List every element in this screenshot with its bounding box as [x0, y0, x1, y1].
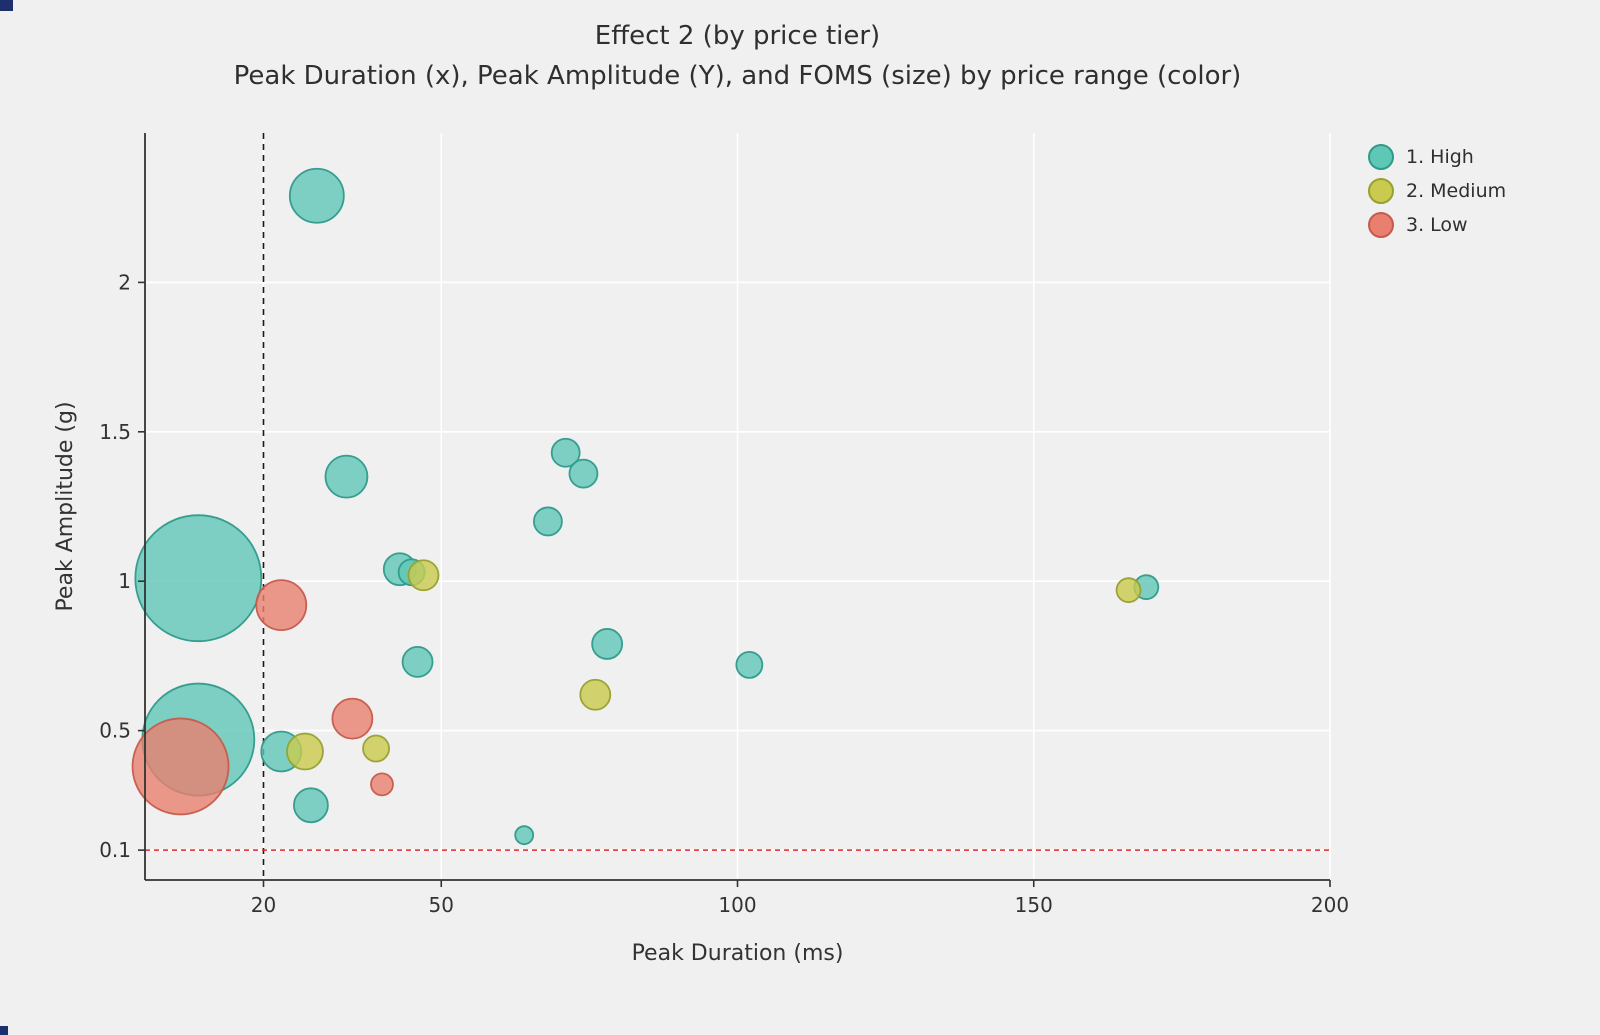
chart-subtitle: Peak Duration (x), Peak Amplitude (Y), a… [233, 61, 1242, 91]
bubble-series0-point8 [533, 506, 563, 537]
y-tick-label-2: 2 [118, 270, 131, 294]
bubble-series1-point4 [362, 734, 390, 763]
bubble-series0-point15 [514, 825, 535, 846]
legend-item-high: 1. High [1368, 144, 1506, 170]
x-tick-label-200: 200 [1311, 893, 1349, 917]
legend-swatch-medium-icon [1368, 178, 1394, 204]
x-tick-label-20: 20 [251, 893, 276, 917]
bubble-series2-point1 [331, 697, 374, 740]
x-tick-label-150: 150 [1015, 893, 1053, 917]
bubble-series1-point0 [407, 559, 440, 592]
legend-label-low: 3. Low [1406, 214, 1468, 236]
x-axis-title: Peak Duration (ms) [632, 941, 844, 966]
y-tick-label-0.1: 0.1 [99, 838, 131, 862]
y-tick-label-1: 1 [118, 569, 131, 593]
bubble-series2-point2 [131, 717, 230, 816]
title-block: Effect 2 (by price tier) Peak Duration (… [145, 16, 1330, 96]
legend-label-medium: 2. Medium [1406, 180, 1507, 202]
y-axis-title: Peak Amplitude (g) [53, 401, 78, 611]
bubble-series0-point0 [134, 514, 263, 643]
bubble-series0-point11 [735, 650, 764, 679]
legend-item-medium: 2. Medium [1368, 178, 1506, 204]
bubble-series1-point3 [286, 732, 324, 771]
screen-corner-artifact-bottom [0, 1026, 8, 1035]
bubble-series2-point0 [255, 579, 308, 632]
bubble-series0-point9 [591, 628, 624, 660]
x-tick-label-50: 50 [429, 893, 454, 917]
bubble-series0-point6 [550, 437, 581, 468]
x-tick-label-100: 100 [718, 893, 756, 917]
bubble-series0-point7 [568, 458, 599, 489]
y-tick-label-1.5: 1.5 [99, 420, 131, 444]
bubble-series0-point14 [292, 787, 329, 824]
bubble-series0-point3 [324, 454, 369, 499]
chart-title: Effect 2 (by price tier) [594, 21, 881, 51]
y-tick-label-0.5: 0.5 [99, 719, 131, 743]
legend-swatch-high-icon [1368, 144, 1394, 170]
legend-item-low: 3. Low [1368, 212, 1506, 238]
legend-label-high: 1. High [1406, 146, 1474, 168]
bubble-series1-point2 [579, 678, 612, 711]
legend: 1. High 2. Medium 3. Low [1368, 144, 1506, 238]
bubble-series2-point3 [370, 772, 394, 797]
bubble-series0-point10 [401, 645, 434, 678]
screen-corner-artifact-top [0, 0, 13, 11]
bubble-series0-point2 [288, 167, 345, 224]
legend-swatch-low-icon [1368, 212, 1394, 238]
bubble-series1-point1 [1115, 577, 1142, 604]
